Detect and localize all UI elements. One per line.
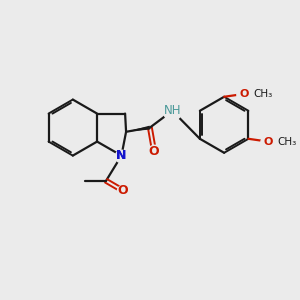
Text: O: O (149, 145, 159, 158)
Text: O: O (118, 184, 128, 197)
Text: O: O (263, 136, 273, 147)
Text: N: N (116, 149, 127, 162)
Polygon shape (126, 126, 150, 132)
Text: O: O (239, 89, 248, 99)
Text: NH: NH (164, 104, 181, 117)
Text: CH₃: CH₃ (254, 89, 273, 99)
Text: N: N (116, 149, 127, 162)
Text: CH₃: CH₃ (278, 136, 297, 147)
